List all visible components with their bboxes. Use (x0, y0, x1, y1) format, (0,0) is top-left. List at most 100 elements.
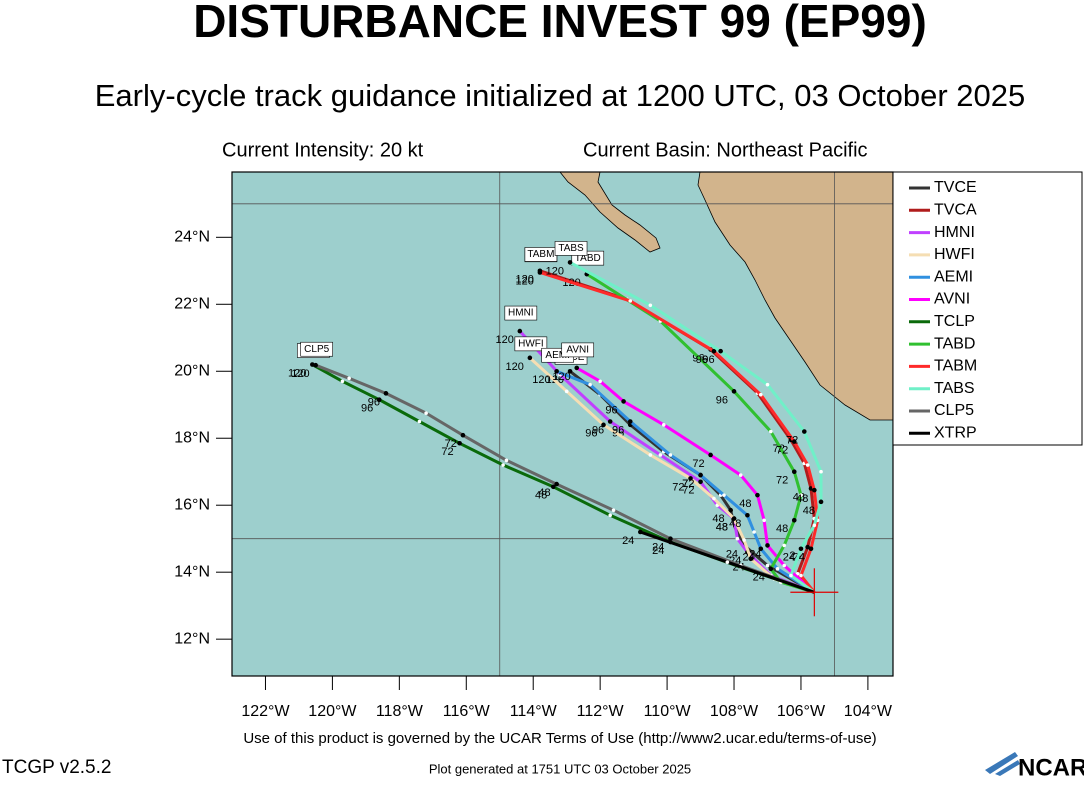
hour-label: 96 (368, 396, 380, 408)
track-point (621, 399, 626, 404)
hour-label: 24 (622, 535, 634, 547)
hour-label: 72 (776, 444, 788, 456)
x-tick-label: 118°W (376, 703, 424, 720)
track-name: AVNI (566, 345, 589, 356)
hour-label: 72 (441, 446, 453, 458)
track-point (711, 348, 717, 354)
baja (559, 171, 661, 253)
track-point (718, 348, 723, 354)
y-tick-label: 20°N (174, 362, 210, 379)
track-name: TABS (558, 243, 584, 254)
legend-label: TABD (934, 335, 975, 352)
legend-label: AVNI (934, 291, 970, 308)
hour-label: 24 (749, 548, 761, 560)
legend-label: TABM (934, 358, 977, 375)
hour-label: 48 (535, 490, 547, 502)
legend-label: TVCA (934, 202, 977, 219)
track-point (340, 379, 345, 384)
track-point (798, 546, 804, 552)
track-point (554, 368, 559, 374)
hour-label: 24 (743, 552, 755, 564)
track-point (601, 422, 606, 428)
hour-label: 96 (361, 403, 373, 415)
track-point (608, 513, 612, 518)
hour-label: 96 (605, 404, 617, 416)
land (559, 171, 894, 421)
footer: Use of this product is governed by the U… (243, 730, 876, 747)
track-point (658, 453, 663, 457)
track-point (383, 391, 389, 396)
track-point (313, 362, 318, 368)
hour-label: 96 (702, 354, 714, 366)
track-point (782, 543, 787, 548)
x-tick-label: 122°W (241, 703, 290, 720)
track-point (460, 432, 466, 438)
track-point (769, 429, 773, 434)
hour-label: 72 (672, 481, 684, 493)
track-point (628, 299, 633, 303)
track-point (765, 382, 770, 387)
x-tick-label: 116°W (443, 703, 491, 720)
track-point (735, 536, 740, 541)
hour-label: 96 (696, 354, 708, 366)
logo-mark (985, 752, 1020, 776)
track-point (755, 492, 760, 498)
track-point (712, 496, 716, 501)
track-point (627, 419, 633, 424)
track-point (501, 463, 505, 467)
x-tick-label: 120°W (308, 703, 357, 720)
track-point (648, 303, 653, 308)
mainland (697, 171, 894, 421)
intensity: Current Intensity: 20 kt (222, 139, 424, 161)
track-point (791, 517, 797, 523)
track-point (698, 479, 703, 485)
track-name-box (504, 305, 538, 321)
track-name-box (514, 336, 548, 352)
track-point (819, 469, 823, 474)
track-point (376, 397, 382, 403)
y-tick-label: 14°N (174, 563, 210, 580)
hour-label: 120 (516, 274, 534, 286)
track-point (725, 560, 730, 564)
track-point (688, 476, 693, 481)
basin: Current Basin: Northeast Pacific (583, 139, 868, 161)
track-point (698, 472, 703, 478)
hour-label: 24 (652, 545, 664, 557)
track-point (527, 355, 533, 361)
hour-label: 72 (786, 434, 798, 446)
hour-label: 120 (516, 275, 534, 287)
track-point (791, 439, 797, 444)
hour-label: 72 (692, 458, 704, 470)
track-name: HWFI (518, 339, 544, 350)
logo: NCAR (985, 752, 1084, 781)
hour-label: 72 (776, 475, 788, 487)
track-point (762, 518, 766, 523)
hour-label: 48 (803, 505, 815, 517)
hour-label: 96 (585, 428, 597, 440)
track-point (765, 563, 770, 568)
track-point (818, 499, 824, 505)
legend-label: CLP5 (934, 402, 974, 419)
track-point (799, 493, 803, 497)
logo-text: NCAR (1018, 754, 1084, 780)
x-tick-label: 106°W (777, 703, 826, 720)
hour-label: 24 (726, 548, 738, 560)
track-point (759, 392, 763, 397)
track-point (748, 556, 754, 562)
hour-label: 72 (682, 485, 694, 497)
track-point (504, 458, 509, 463)
track-point (564, 389, 569, 394)
y-tick-label: 16°N (174, 496, 210, 513)
track-point (745, 512, 750, 518)
track-point (554, 481, 559, 487)
track-point (791, 469, 797, 475)
hour-label: 48 (716, 522, 728, 534)
track-point (775, 567, 780, 571)
track-point (799, 573, 803, 578)
legend (892, 171, 1083, 446)
track-point (668, 453, 673, 457)
hour-label: 48 (796, 493, 808, 505)
hour-label: 48 (776, 523, 788, 535)
x-tick-label: 114°W (510, 703, 558, 720)
y-tick-label: 12°N (174, 630, 210, 647)
